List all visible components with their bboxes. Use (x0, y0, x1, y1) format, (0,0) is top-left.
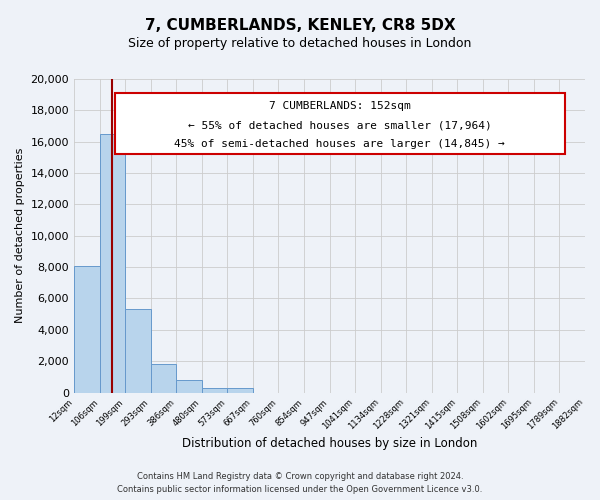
Y-axis label: Number of detached properties: Number of detached properties (15, 148, 25, 324)
Text: Contains HM Land Registry data © Crown copyright and database right 2024.: Contains HM Land Registry data © Crown c… (137, 472, 463, 481)
X-axis label: Distribution of detached houses by size in London: Distribution of detached houses by size … (182, 437, 477, 450)
Bar (100, 134, 125, 392)
FancyBboxPatch shape (115, 93, 565, 154)
Text: 7, CUMBERLANDS, KENLEY, CR8 5DX: 7, CUMBERLANDS, KENLEY, CR8 5DX (145, 18, 455, 32)
Bar (125, 310, 151, 392)
Text: ← 55% of detached houses are smaller (17,964): ← 55% of detached houses are smaller (17… (188, 120, 491, 130)
Bar (74, 266, 100, 392)
Text: 7 CUMBERLANDS: 152sqm: 7 CUMBERLANDS: 152sqm (269, 101, 410, 111)
Bar (176, 380, 202, 392)
Bar (227, 388, 253, 392)
Bar (151, 364, 176, 392)
Text: 45% of semi-detached houses are larger (14,845) →: 45% of semi-detached houses are larger (… (175, 139, 505, 149)
Bar (202, 388, 227, 392)
Text: Size of property relative to detached houses in London: Size of property relative to detached ho… (128, 38, 472, 51)
Text: Contains public sector information licensed under the Open Government Licence v3: Contains public sector information licen… (118, 485, 482, 494)
